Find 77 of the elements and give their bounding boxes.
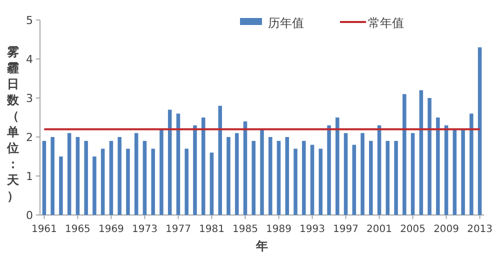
- bar: [218, 106, 222, 215]
- bar: [369, 140, 373, 215]
- bar: [151, 148, 155, 215]
- bar: [360, 133, 364, 215]
- x-tick-label: 1969: [98, 224, 124, 235]
- bar: [109, 140, 114, 215]
- x-tick-label: 1985: [232, 224, 258, 235]
- x-tick-label: 2005: [400, 224, 426, 235]
- x-tick-label: 1973: [132, 224, 158, 235]
- bar: [428, 98, 432, 215]
- bar: [100, 148, 105, 215]
- bar: [168, 110, 172, 215]
- legend-label: 常年值: [368, 16, 404, 30]
- y-tick-label: 1: [26, 170, 33, 183]
- bar: [243, 121, 248, 215]
- bar: [410, 133, 415, 215]
- bar: [419, 90, 424, 215]
- bar: [126, 148, 130, 215]
- x-tick-label: 1965: [64, 224, 90, 235]
- x-tick-label: 1993: [300, 224, 325, 235]
- bar: [42, 140, 46, 215]
- bar: [50, 137, 54, 215]
- bar: [184, 148, 188, 215]
- y-tick-label: 4: [26, 53, 33, 66]
- bar: [310, 144, 314, 215]
- bar: [268, 137, 272, 215]
- bar: [276, 140, 281, 215]
- bar: [210, 152, 214, 215]
- bar: [142, 140, 147, 215]
- bar: [201, 118, 206, 215]
- x-tick-label: 1981: [199, 224, 224, 235]
- bar: [260, 129, 264, 215]
- y-tick-label: 5: [26, 14, 33, 27]
- bar: [386, 140, 390, 215]
- bar: [176, 114, 180, 215]
- bar: [344, 133, 348, 215]
- x-tick-label: 1997: [333, 224, 358, 235]
- bar: [377, 125, 382, 215]
- bar: [461, 129, 465, 215]
- x-tick-label: 1961: [31, 224, 57, 235]
- x-tick-label: 2009: [434, 224, 460, 235]
- bar: [160, 129, 164, 215]
- bar: [84, 140, 88, 215]
- bar: [234, 133, 239, 215]
- bar: [134, 133, 138, 215]
- x-tick-label: 2001: [366, 224, 392, 235]
- bar: [118, 137, 122, 215]
- bar: [336, 118, 340, 215]
- y-tick-label: 2: [26, 131, 33, 144]
- bar: [67, 133, 72, 215]
- bar: [302, 140, 306, 215]
- y-tick-label: 0: [26, 209, 33, 222]
- bar: [76, 137, 80, 215]
- bar: [352, 144, 356, 215]
- bar: [59, 156, 63, 215]
- x-tick-label: 1989: [266, 224, 292, 235]
- bar: [470, 114, 474, 215]
- x-tick-label: 2013: [467, 224, 493, 235]
- bar: [444, 125, 448, 215]
- bar: [452, 129, 457, 215]
- bar: [402, 94, 406, 215]
- bar: [394, 140, 398, 215]
- bar: [327, 125, 331, 215]
- bar: [193, 125, 197, 215]
- bar: [226, 137, 230, 215]
- bar: [285, 137, 290, 215]
- text: 雾霾日数（单位：天）: [7, 45, 19, 203]
- bar: [436, 118, 440, 215]
- x-axis-title: 年: [255, 239, 268, 253]
- bar: [318, 148, 323, 215]
- bar: [92, 156, 96, 215]
- legend-label: 历年值: [268, 16, 304, 30]
- bar: [252, 140, 256, 215]
- bar: [294, 148, 298, 215]
- x-tick-label: 1977: [166, 224, 191, 235]
- y-tick-label: 3: [26, 92, 33, 105]
- bar: [478, 47, 482, 215]
